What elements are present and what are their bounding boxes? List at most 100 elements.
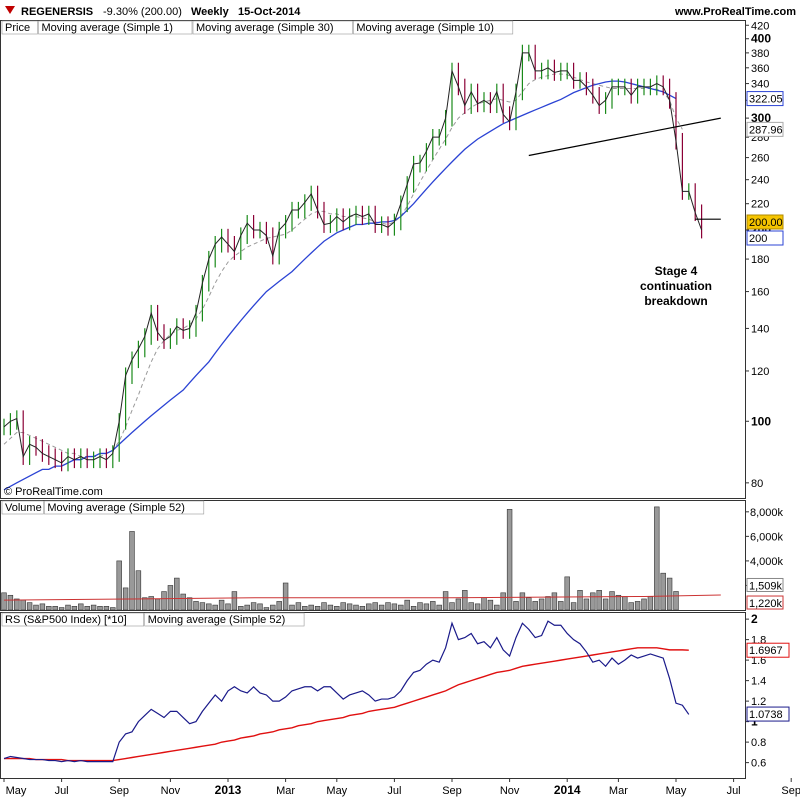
price-tick-label: 260 <box>751 153 769 165</box>
volume-bar <box>641 598 647 611</box>
volume-bar <box>628 602 634 611</box>
legend-box <box>353 20 514 35</box>
last-value-tag <box>746 91 784 107</box>
volume-bar <box>263 607 270 611</box>
volume-bar <box>417 602 423 611</box>
volume-bar <box>462 590 468 611</box>
volume-bar <box>334 606 340 611</box>
volume-bar <box>14 598 20 611</box>
legend-label: Volume <box>5 502 42 514</box>
legend-label: Moving average (Simple 10) <box>356 22 494 34</box>
volume-bar <box>538 598 545 611</box>
volume-bar <box>295 602 302 611</box>
volume-bar <box>494 604 500 611</box>
price-tick-label: 100 <box>751 414 771 428</box>
rs-last-tag <box>746 642 790 658</box>
volume-bar <box>327 604 334 611</box>
price-tick-label: 240 <box>751 175 769 187</box>
down-triangle-icon <box>5 6 15 14</box>
volume-bar <box>410 606 417 611</box>
volume-bar <box>353 604 359 611</box>
price-tick-label: 220 <box>751 199 769 211</box>
legends: Price Moving average (Simple 1) Moving ave… <box>1 20 514 627</box>
legend-box <box>1 20 38 35</box>
volume-last-tag <box>746 577 784 592</box>
legend-box <box>144 612 305 627</box>
volume-bar <box>430 601 436 611</box>
x-tick-label: May <box>666 785 687 797</box>
volume-bar <box>673 591 679 611</box>
volume-bar <box>372 602 378 611</box>
volume-last-label: 1,220k <box>749 598 783 610</box>
volume-bar <box>404 599 410 611</box>
volume-bar <box>135 570 142 611</box>
volume-bar <box>186 597 193 611</box>
volume-ma-line <box>3 594 721 601</box>
price-tick-label: 80 <box>751 478 763 490</box>
last-value-label: 200 <box>749 233 767 245</box>
volume-bar <box>391 603 398 611</box>
rs-last-label: 1.6967 <box>749 645 783 657</box>
volume-tick-label: 6,000k <box>750 531 784 543</box>
volume-bar <box>654 506 660 611</box>
last-value-tag <box>746 230 784 246</box>
price-tick-label: 300 <box>751 111 771 125</box>
x-tick-label: 2014 <box>554 783 581 797</box>
x-tick-label: Sep <box>442 785 462 797</box>
price-tick-label: 120 <box>751 366 769 378</box>
volume-bar <box>84 606 90 611</box>
x-tick-label: 2013 <box>215 783 242 797</box>
volume-bar <box>506 509 513 611</box>
volume-bar <box>199 602 206 611</box>
volume-bar <box>622 596 628 611</box>
axes: 8010012014016018020022024026028030032034… <box>3 20 800 797</box>
volume-bar <box>532 601 538 611</box>
volume-bar <box>238 606 244 611</box>
x-tick-label: Nov <box>500 785 520 797</box>
rs-last-tag <box>746 706 790 722</box>
price-plot <box>3 44 721 491</box>
volume-bar <box>65 604 71 611</box>
volume-bar <box>212 604 218 611</box>
volume-bar <box>577 590 583 611</box>
legend-box <box>44 500 205 515</box>
volume-bar <box>590 592 596 611</box>
x-tick-label: Jul <box>55 785 69 797</box>
volume-bar <box>58 607 65 611</box>
price-tick-label: 160 <box>751 287 769 299</box>
volume-bar <box>366 603 372 611</box>
price-tick-label: 380 <box>751 48 769 60</box>
rs-tick-label: 0.8 <box>751 737 766 749</box>
volume-bar <box>71 606 78 611</box>
volume-bar <box>7 594 14 611</box>
x-tick-label: May <box>326 785 347 797</box>
volume-bar <box>385 602 391 611</box>
volume-bar <box>666 577 673 611</box>
volume-bar <box>180 593 186 611</box>
volume-bar <box>225 603 231 611</box>
x-tick-label: May <box>6 785 27 797</box>
volume-bar <box>596 590 602 611</box>
symbol-label: REGENERSIS <box>21 6 93 18</box>
rs-ma-line <box>4 647 689 762</box>
volume-bar <box>174 577 180 611</box>
volume-panel <box>0 500 746 611</box>
volume-bar <box>564 576 570 611</box>
volume-bar <box>436 604 442 611</box>
volume-bar <box>398 604 404 611</box>
volume-bar <box>442 591 449 611</box>
volume-bar <box>148 596 154 611</box>
volume-bar <box>660 572 666 611</box>
volume-bar <box>46 606 52 611</box>
volume-bar <box>90 604 97 611</box>
volume-bar <box>103 606 110 611</box>
price-tick-label: 420 <box>751 20 769 32</box>
volume-bar <box>474 603 481 611</box>
volume-bar <box>33 604 39 611</box>
legend-box <box>192 20 353 35</box>
volume-bar <box>250 602 257 611</box>
volume-bar <box>481 597 487 611</box>
volume-bar <box>97 606 103 611</box>
legend-label: Moving average (Simple 52) <box>47 502 185 514</box>
